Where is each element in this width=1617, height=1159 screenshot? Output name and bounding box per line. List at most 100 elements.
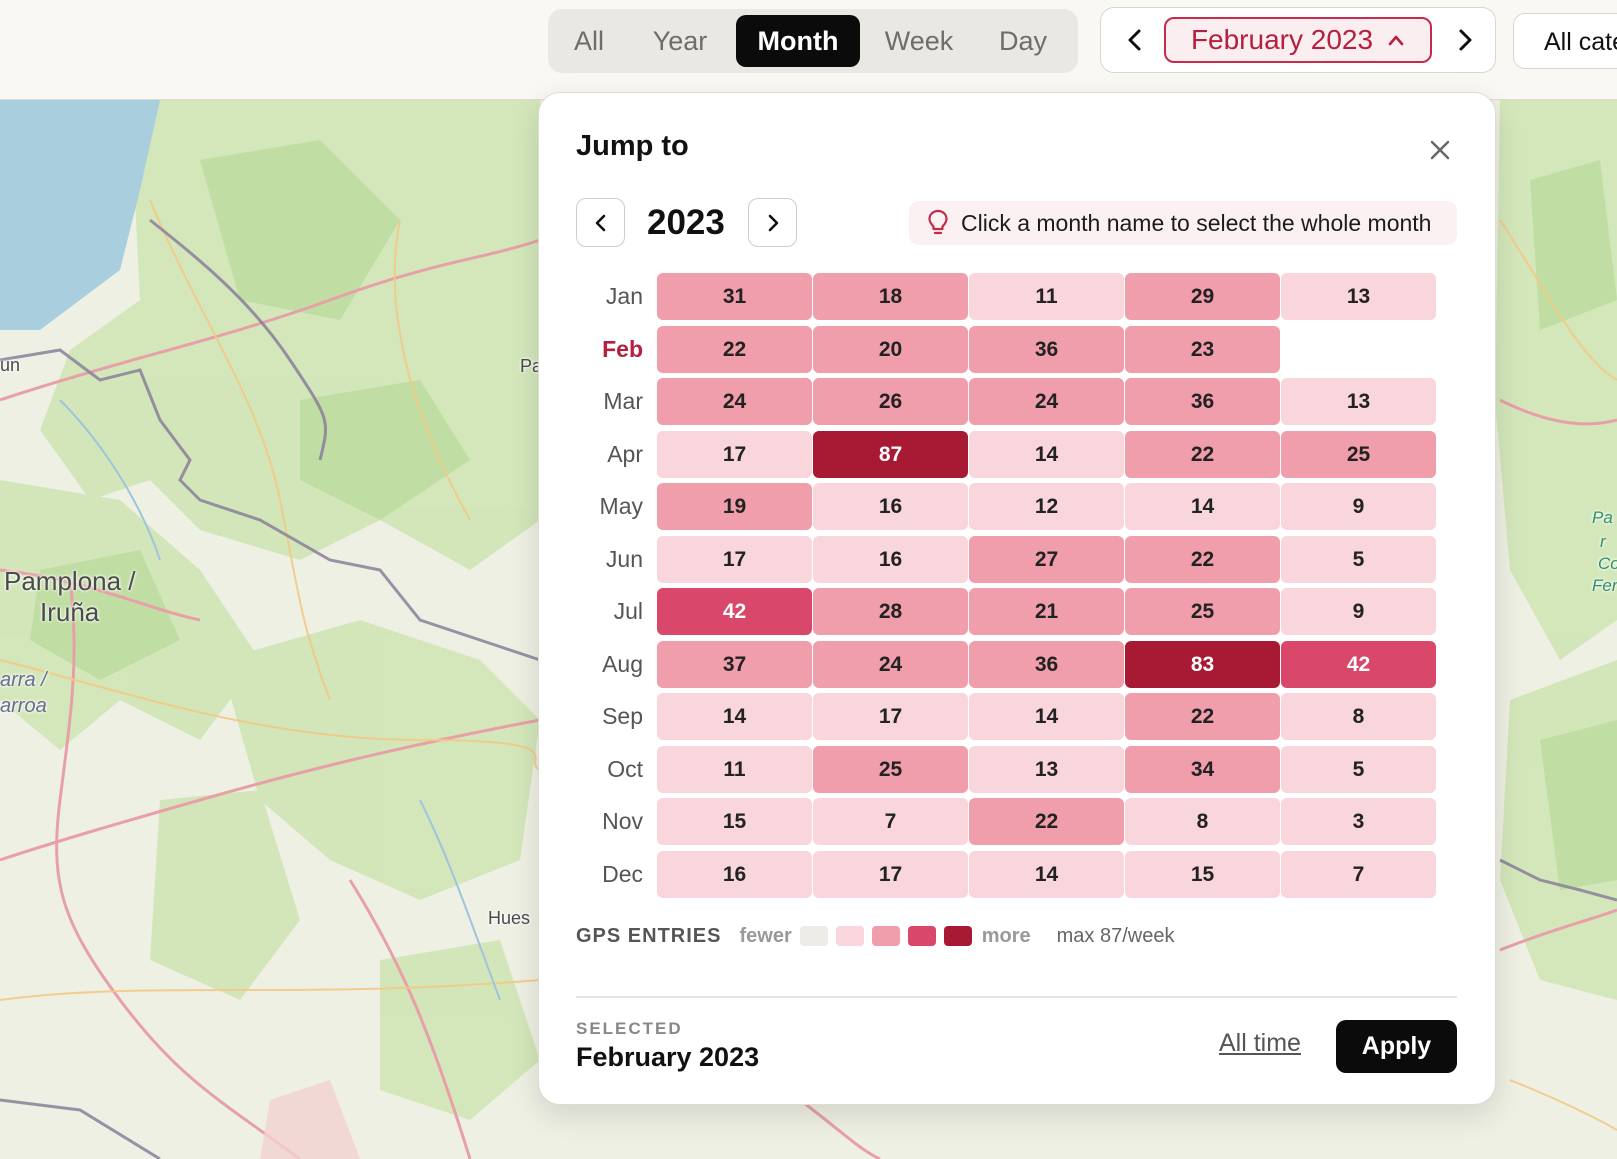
- year-label: 2023: [647, 203, 725, 242]
- week-cell[interactable]: 17: [813, 693, 968, 740]
- week-cell[interactable]: 22: [1125, 536, 1280, 583]
- week-cell[interactable]: 25: [813, 746, 968, 793]
- week-cell[interactable]: 20: [813, 326, 968, 373]
- month-label-dec[interactable]: Dec: [602, 861, 643, 887]
- week-cell[interactable]: 25: [1281, 431, 1436, 478]
- week-cell[interactable]: 13: [1281, 273, 1436, 320]
- week-cell[interactable]: 26: [813, 378, 968, 425]
- week-cell[interactable]: 16: [657, 851, 812, 898]
- week-cell[interactable]: 14: [1125, 483, 1280, 530]
- week-cell[interactable]: 16: [813, 536, 968, 583]
- heatmap-row-nov: Nov 15 7 22 8 3: [539, 798, 1497, 845]
- all-time-link[interactable]: All time: [1219, 1029, 1301, 1057]
- month-label-sep[interactable]: Sep: [602, 703, 643, 729]
- week-cell[interactable]: 22: [1125, 693, 1280, 740]
- week-cell[interactable]: 24: [813, 641, 968, 688]
- week-cell[interactable]: 87: [813, 431, 968, 478]
- heatmap-row-dec: Dec 16 17 14 15 7: [539, 851, 1497, 898]
- month-label-feb[interactable]: Feb: [602, 336, 643, 362]
- week-cell[interactable]: 14: [969, 851, 1124, 898]
- month-label-jan[interactable]: Jan: [605, 283, 643, 309]
- week-cell[interactable]: 16: [813, 483, 968, 530]
- month-label-jul[interactable]: Jul: [613, 598, 643, 624]
- week-cell[interactable]: 11: [969, 273, 1124, 320]
- month-label-apr[interactable]: Apr: [607, 441, 643, 467]
- popover-title: Jump to: [576, 130, 689, 162]
- week-cell[interactable]: 17: [657, 431, 812, 478]
- week-cell[interactable]: 7: [813, 798, 968, 845]
- week-cell[interactable]: 11: [657, 746, 812, 793]
- week-cell[interactable]: 22: [1125, 431, 1280, 478]
- week-cell[interactable]: 15: [1125, 851, 1280, 898]
- week-cell[interactable]: 5: [1281, 536, 1436, 583]
- week-cell[interactable]: 34: [1125, 746, 1280, 793]
- week-cell[interactable]: 22: [657, 326, 812, 373]
- week-cell[interactable]: 9: [1281, 483, 1436, 530]
- month-label-aug[interactable]: Aug: [602, 651, 643, 677]
- week-cell[interactable]: 42: [1281, 641, 1436, 688]
- month-label-may[interactable]: May: [599, 493, 643, 519]
- week-cell[interactable]: 24: [969, 378, 1124, 425]
- legend-swatch-4: [943, 926, 972, 946]
- week-cell[interactable]: 3: [1281, 798, 1436, 845]
- week-cell[interactable]: 14: [969, 693, 1124, 740]
- chevron-left-icon: [1128, 29, 1141, 51]
- next-period-button[interactable]: [1447, 22, 1483, 58]
- week-cell[interactable]: 12: [969, 483, 1124, 530]
- lightbulb-icon: [928, 209, 948, 235]
- close-button[interactable]: [1423, 133, 1457, 167]
- tab-week[interactable]: Week: [884, 26, 954, 56]
- apply-button[interactable]: Apply: [1336, 1020, 1457, 1073]
- week-cell[interactable]: 22: [969, 798, 1124, 845]
- month-label-oct[interactable]: Oct: [607, 756, 643, 782]
- map-label-huesca: Hues: [488, 908, 531, 928]
- week-cell[interactable]: 29: [1125, 273, 1280, 320]
- week-cell[interactable]: 17: [813, 851, 968, 898]
- categories-dropdown[interactable]: All cate: [1513, 13, 1617, 69]
- top-toolbar: All Year Month Week Day February 2023 Al…: [0, 0, 1617, 100]
- week-cell[interactable]: 14: [657, 693, 812, 740]
- legend-swatch-0: [799, 926, 828, 946]
- week-cell[interactable]: 17: [657, 536, 812, 583]
- next-year-button[interactable]: [748, 198, 797, 247]
- week-cell[interactable]: 36: [969, 641, 1124, 688]
- week-cell[interactable]: 7: [1281, 851, 1436, 898]
- week-cell[interactable]: 37: [657, 641, 812, 688]
- previous-year-button[interactable]: [576, 198, 625, 247]
- map-label-park-2: r: [1600, 532, 1606, 551]
- week-cell[interactable]: 5: [1281, 746, 1436, 793]
- map-label-navarra: arra /: [0, 669, 47, 691]
- week-cell[interactable]: 14: [969, 431, 1124, 478]
- map-label-iruna: Iruña: [40, 597, 100, 627]
- week-cell[interactable]: 8: [1125, 798, 1280, 845]
- week-cell[interactable]: 25: [1125, 588, 1280, 635]
- week-cell[interactable]: 42: [657, 588, 812, 635]
- tab-year[interactable]: Year: [652, 26, 708, 56]
- week-cell[interactable]: 8: [1281, 693, 1436, 740]
- week-cell[interactable]: 31: [657, 273, 812, 320]
- week-cell[interactable]: 36: [1125, 378, 1280, 425]
- tab-all[interactable]: All: [573, 26, 604, 56]
- week-cell[interactable]: 36: [969, 326, 1124, 373]
- week-cell[interactable]: 13: [969, 746, 1124, 793]
- week-cell[interactable]: 21: [969, 588, 1124, 635]
- week-cell[interactable]: 27: [969, 536, 1124, 583]
- period-picker-toggle[interactable]: February 2023: [1164, 17, 1432, 63]
- tab-month[interactable]: Month: [736, 15, 860, 67]
- week-cell[interactable]: 15: [657, 798, 812, 845]
- week-cell[interactable]: 24: [657, 378, 812, 425]
- tab-day[interactable]: Day: [998, 26, 1047, 56]
- month-label-mar[interactable]: Mar: [603, 388, 643, 414]
- map-label-park-3: Co: [1598, 554, 1617, 573]
- week-cell[interactable]: 13: [1281, 378, 1436, 425]
- week-cell[interactable]: 18: [813, 273, 968, 320]
- week-cell[interactable]: 28: [813, 588, 968, 635]
- month-label-nov[interactable]: Nov: [602, 808, 643, 834]
- week-cell[interactable]: 9: [1281, 588, 1436, 635]
- week-cell[interactable]: 19: [657, 483, 812, 530]
- previous-period-button[interactable]: [1117, 22, 1153, 58]
- week-cell[interactable]: 23: [1125, 326, 1280, 373]
- heatmap-row-feb: Feb 22 20 36 23: [539, 326, 1497, 373]
- month-label-jun[interactable]: Jun: [605, 546, 643, 572]
- week-cell[interactable]: 83: [1125, 641, 1280, 688]
